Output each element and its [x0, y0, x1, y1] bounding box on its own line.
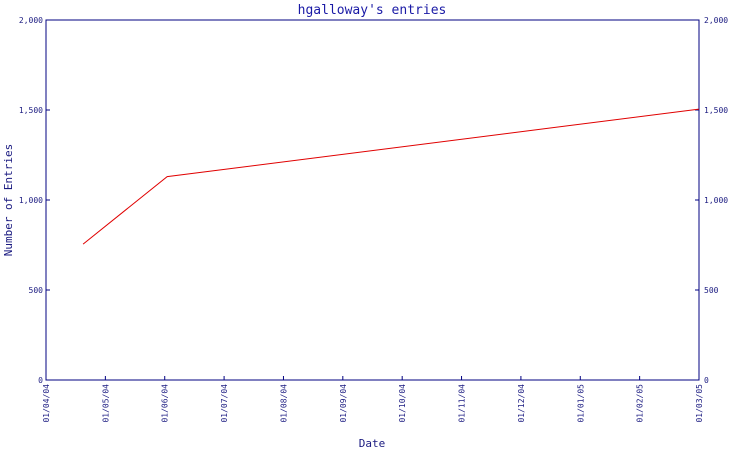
x-axis: 01/04/04 01/05/04 01/06/04 01/07/04 01/08/04… — [42, 376, 704, 423]
y-axis-right: 0 500 1,000 1,500 2,000 — [695, 16, 728, 385]
y-tick-label-right: 0 — [704, 376, 709, 385]
y-tick-label-left: 1,000 — [19, 196, 43, 205]
y-tick-label-left: 0 — [38, 376, 43, 385]
y-tick-label-left: 2,000 — [19, 16, 43, 25]
y-tick-label-left: 1,500 — [19, 106, 43, 115]
x-tick-label: 01/04/04 — [42, 384, 51, 423]
x-tick-label: 01/11/04 — [458, 384, 467, 423]
y-tick-label-right: 1,000 — [704, 196, 728, 205]
x-tick-label: 01/07/04 — [220, 384, 229, 423]
y-tick-label-right: 2,000 — [704, 16, 728, 25]
x-tick-label: 01/05/04 — [101, 384, 110, 423]
series-layer — [82, 108, 700, 245]
x-tick-label: 01/10/04 — [398, 384, 407, 423]
y-tick-label-right: 500 — [704, 286, 719, 295]
x-tick-label: 01/12/04 — [517, 384, 526, 423]
x-tick-label: 01/06/04 — [161, 384, 170, 423]
x-tick-label: 01/08/04 — [279, 384, 288, 423]
y-axis-left: 0 500 1,000 1,500 2,000 — [19, 16, 50, 385]
series-line-0 — [82, 108, 700, 245]
x-tick-label: 01/02/05 — [636, 384, 645, 423]
plot-frame — [45, 19, 700, 381]
x-tick-label: 01/03/05 — [695, 384, 704, 423]
chart-title: hgalloway's entries — [298, 3, 447, 18]
y-tick-label-left: 500 — [29, 286, 44, 295]
x-tick-label: 01/01/05 — [576, 384, 585, 423]
x-axis-title: Date — [359, 437, 386, 450]
y-tick-label-right: 1,500 — [704, 106, 728, 115]
x-tick-label: 01/09/04 — [339, 384, 348, 423]
y-axis-title: Number of Entries — [2, 144, 15, 257]
